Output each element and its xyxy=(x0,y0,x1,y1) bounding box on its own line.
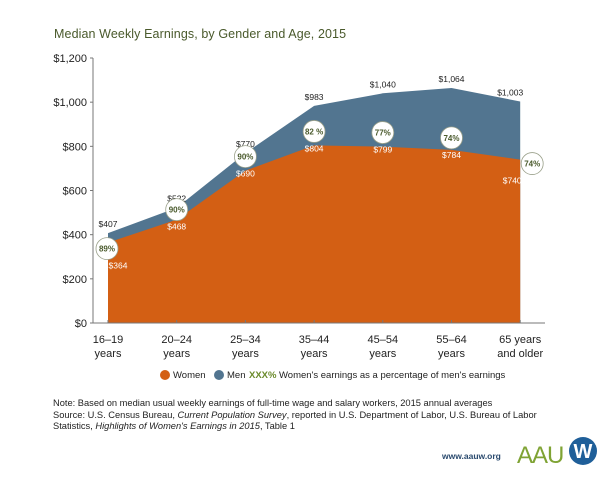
ratio-label: 89% xyxy=(99,245,115,254)
y-tick-label: $1,000 xyxy=(53,97,87,109)
x-tick-label-line2: years xyxy=(438,348,465,360)
x-tick-label: 65 years xyxy=(499,334,542,346)
x-tick-label: 20–24 xyxy=(161,334,192,346)
x-tick-label-line2: and older xyxy=(497,348,543,360)
chart-note: Note: Based on median usual weekly earni… xyxy=(53,398,537,433)
source-line: Source: U.S. Census Bureau, Current Popu… xyxy=(53,409,537,420)
ratio-badge xyxy=(233,145,257,169)
x-tick-label: 16–19 xyxy=(93,334,124,346)
ratio-badge xyxy=(95,237,119,261)
y-tick-label: $400 xyxy=(63,230,87,242)
y-tick-label: $1,200 xyxy=(53,53,87,65)
men-value-label: $407 xyxy=(99,219,118,229)
women-value-label: $690 xyxy=(236,169,255,179)
ratio-label: 74% xyxy=(524,160,540,169)
women-value-label: $784 xyxy=(442,150,461,160)
ratio-badge xyxy=(440,126,463,150)
ratio-badge xyxy=(165,198,189,222)
x-tick-label-line2: years xyxy=(95,348,122,360)
ratio-label: 74% xyxy=(443,134,459,143)
legend-label-men: Men xyxy=(227,370,245,381)
legend-marker-women xyxy=(160,370,170,380)
y-tick-label: $800 xyxy=(63,141,87,153)
logo-text: AAU xyxy=(517,442,564,469)
legend-marker-men xyxy=(214,370,224,380)
legend-ratio-sample: XXX% xyxy=(249,370,277,381)
note-line: Note: Based on median usual weekly earni… xyxy=(53,398,493,408)
y-tick-label: $600 xyxy=(63,186,87,198)
y-tick-label: $0 xyxy=(75,318,87,330)
x-tick-label-line2: years xyxy=(301,348,328,360)
ratio-badge xyxy=(520,152,544,175)
chart-title: Median Weekly Earnings, by Gender and Ag… xyxy=(54,27,347,41)
ratio-label: 82 % xyxy=(305,127,323,136)
ratio-label: 77% xyxy=(375,129,391,138)
x-tick-label: 55–64 xyxy=(436,334,467,346)
x-tick-label: 25–34 xyxy=(230,334,261,346)
ratio-label: 90% xyxy=(169,206,185,215)
legend-label-women: Women xyxy=(173,370,206,381)
legend-ratio-description: Women's earnings as a percentage of men'… xyxy=(279,370,506,381)
x-tick-label-line2: years xyxy=(369,348,396,360)
source-line-cont: Statistics, Highlights of Women's Earnin… xyxy=(53,421,295,432)
x-tick-label: 45–54 xyxy=(368,334,399,346)
women-area xyxy=(108,145,521,323)
x-tick-label-line2: years xyxy=(163,348,190,360)
women-value-label: $799 xyxy=(373,145,392,155)
ratio-label: 90% xyxy=(237,153,253,162)
women-value-label: $468 xyxy=(167,222,186,232)
ratio-badge xyxy=(371,121,395,144)
men-value-label: $1,003 xyxy=(497,88,523,98)
x-tick-label-line2: years xyxy=(232,348,259,360)
women-value-label: $804 xyxy=(305,143,324,153)
women-value-label: $740 xyxy=(503,176,522,186)
women-value-label: $364 xyxy=(109,261,128,271)
men-value-label: $1,040 xyxy=(370,79,396,89)
men-value-label: $770 xyxy=(236,139,255,149)
logo-mark: W xyxy=(569,437,597,465)
area-chart: $0 $200 $400 $600 $800 $1,000 $1,200 16–19 years… xyxy=(53,53,545,381)
y-tick-label: $200 xyxy=(63,274,87,286)
x-tick-label: 35–44 xyxy=(299,334,330,346)
ratio-badge xyxy=(302,120,326,143)
men-value-label: $1,064 xyxy=(439,74,465,84)
website-link[interactable]: www.aauw.org xyxy=(442,451,501,461)
men-value-label: $983 xyxy=(305,92,324,102)
